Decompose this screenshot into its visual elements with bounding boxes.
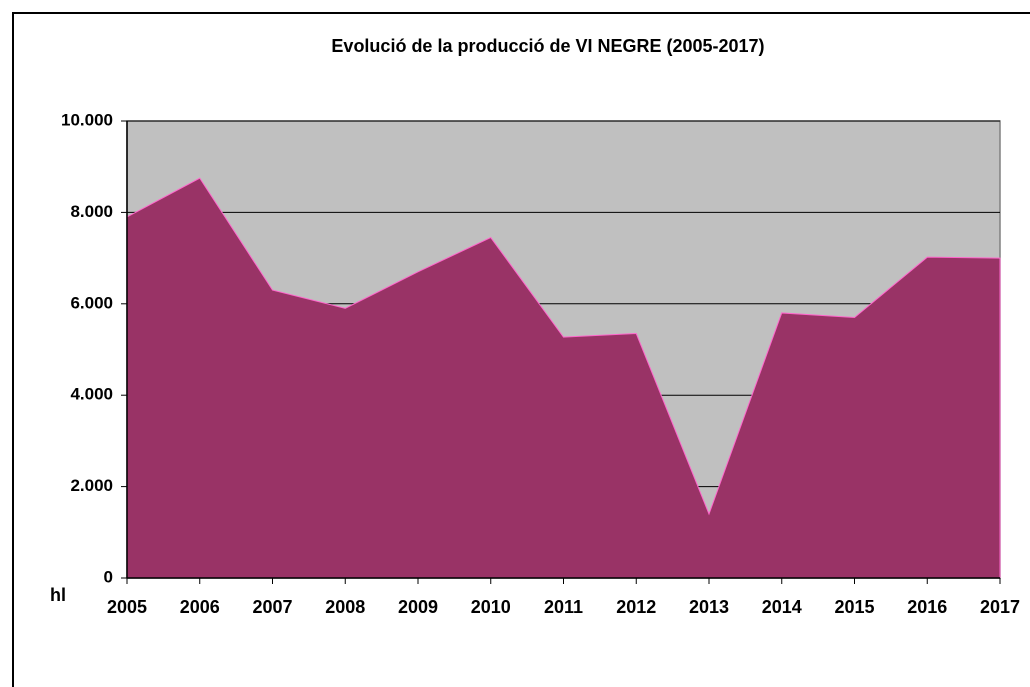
x-tick-label: 2010 (471, 597, 511, 617)
area (126, 177, 1001, 579)
x-tick-label: 2009 (398, 597, 438, 617)
x-tick-label: 2015 (834, 597, 874, 617)
x-tick-label: 2014 (762, 597, 802, 617)
x-tick-label: 2013 (689, 597, 729, 617)
x-tick-label: 2008 (325, 597, 365, 617)
x-tick-label: 2007 (252, 597, 292, 617)
y-axis-label: hl (50, 585, 66, 605)
x-tick-label: 2012 (616, 597, 656, 617)
y-tick-label: 6.000 (70, 293, 113, 312)
x-tick-label: 2017 (980, 597, 1020, 617)
y-tick-label: 8.000 (70, 202, 113, 221)
x-tick-label: 2006 (180, 597, 220, 617)
x-tick-label: 2011 (544, 597, 583, 617)
y-tick-label: 4.000 (70, 385, 113, 404)
y-tick-label: 0 (104, 567, 113, 586)
x-tick-label: 2016 (907, 597, 947, 617)
chart-title: Evolució de la producció de VI NEGRE (20… (331, 36, 764, 56)
y-tick-label: 2.000 (70, 476, 113, 495)
chart-border (12, 12, 1030, 687)
y-tick-label: 10.000 (61, 110, 113, 129)
x-tick-label: 2005 (107, 597, 147, 617)
